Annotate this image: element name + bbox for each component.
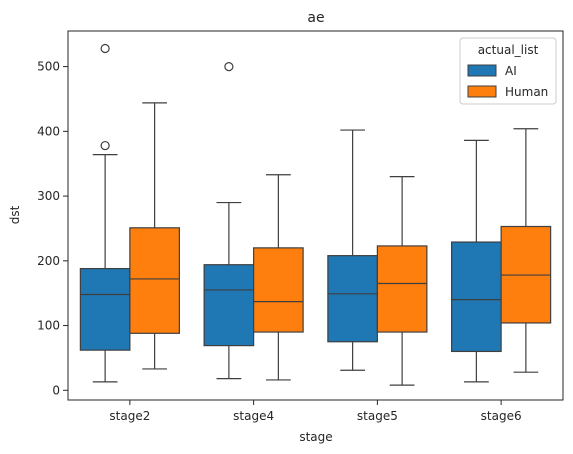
x-tick-label: stage4 [233,409,274,423]
box-body [253,247,304,333]
box-body [376,245,428,333]
axes-frame [67,30,564,401]
outlier-point [100,43,110,54]
box-body [129,227,180,334]
legend-title: actual_list [478,43,539,57]
x-tick-label: stage5 [357,409,398,423]
legend-label-ai: AI [505,64,517,78]
legend-swatch-ai [467,64,497,77]
x-tick-label: stage6 [481,409,522,423]
y-tick-label: 100 [37,319,60,333]
y-axis-label: dst [8,205,22,224]
legend-swatch-human [467,85,497,98]
box-body [451,241,502,353]
box-body [327,255,378,343]
x-tick-label: stage2 [109,409,150,423]
y-tick-label: 500 [37,60,60,74]
y-tick-label: 300 [37,189,60,203]
outlier-point [224,62,234,72]
y-tick-label: 0 [52,383,60,397]
legend: actual_list AI Human [459,37,557,105]
chart-title: ae [307,10,324,26]
x-axis-label: stage [299,430,332,444]
legend-label-human: Human [505,85,548,99]
plot-area: 0 100 200 300 400 500 stage2 stage4 stage5 stage6 [37,30,564,423]
box-body [79,267,131,351]
y-tick-label: 200 [37,254,60,268]
box-body [203,264,255,347]
outlier-point [100,140,110,151]
y-tick-label: 400 [37,124,60,138]
